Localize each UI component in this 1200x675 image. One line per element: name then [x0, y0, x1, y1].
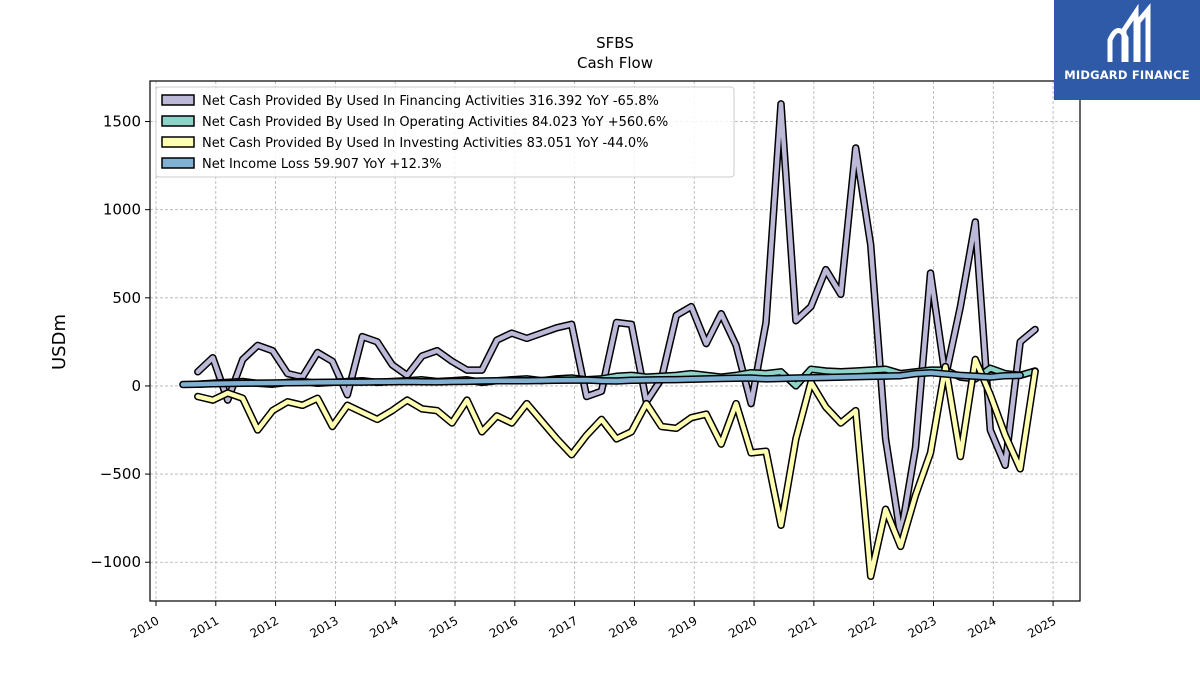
x-tick-label: 2013	[307, 613, 340, 640]
series-lines	[179, 100, 1039, 581]
x-tick-label: 2010	[128, 613, 161, 640]
x-tick-label: 2017	[547, 613, 580, 640]
y-axis-label: USDm	[49, 314, 70, 370]
legend: Net Cash Provided By Used In Financing A…	[155, 86, 735, 178]
legend-swatch-net-cash-provided-by-used-in-investing-activities	[161, 136, 195, 148]
x-tick-label: 2024	[965, 613, 998, 640]
y-tick-label: 0	[131, 377, 141, 395]
x-tick-label: 2021	[786, 613, 819, 640]
plot-frame	[149, 80, 1081, 602]
series-line-net-cash-provided-by-used-in-financing-activities	[195, 101, 1038, 539]
x-tick-label: 2022	[846, 613, 879, 640]
x-tick-label: 2018	[606, 613, 639, 640]
x-tick-label: 2025	[1025, 613, 1058, 640]
series-line-net-income-loss	[180, 370, 1023, 387]
x-tick-label: 2020	[726, 613, 759, 640]
x-tick-label: 2023	[906, 613, 939, 640]
legend-box	[155, 86, 735, 178]
x-tick-label: 2019	[666, 613, 699, 640]
legend-label-net-cash-provided-by-used-in-operating-activities: Net Cash Provided By Used In Operating A…	[202, 115, 668, 130]
midgard-finance-logo: MIDGARD FINANCE	[1054, 0, 1200, 100]
y-tick-label: 1000	[103, 201, 141, 219]
legend-swatch-net-cash-provided-by-used-in-operating-activities	[161, 115, 195, 127]
logo-text: MIDGARD FINANCE	[1064, 68, 1190, 82]
legend-swatch-net-income-loss	[161, 157, 195, 169]
x-tick-label: 2015	[427, 613, 460, 640]
legend-label-net-cash-provided-by-used-in-investing-activities: Net Cash Provided By Used In Investing A…	[202, 136, 648, 151]
series-line-net-cash-provided-by-used-in-investing-activities	[195, 357, 1038, 579]
chart-title: SFBS	[596, 34, 634, 52]
midgard-logo-icon	[1107, 3, 1151, 62]
y-tick-label: −1000	[90, 553, 141, 571]
x-tick-label: 2016	[487, 613, 520, 640]
y-tick-label: 1500	[103, 113, 141, 131]
legend-swatch-net-cash-provided-by-used-in-financing-activities	[161, 94, 195, 106]
y-tick-label: −500	[100, 465, 141, 483]
x-tick-label: 2012	[248, 613, 281, 640]
legend-label-net-income-loss: Net Income Loss 59.907 YoY +12.3%	[202, 157, 442, 172]
x-tick-label: 2011	[188, 613, 221, 640]
chart-subtitle: Cash Flow	[577, 54, 653, 72]
legend-label-net-cash-provided-by-used-in-financing-activities: Net Cash Provided By Used In Financing A…	[202, 94, 659, 109]
x-tick-label: 2014	[367, 613, 400, 640]
y-tick-label: 500	[112, 289, 141, 307]
